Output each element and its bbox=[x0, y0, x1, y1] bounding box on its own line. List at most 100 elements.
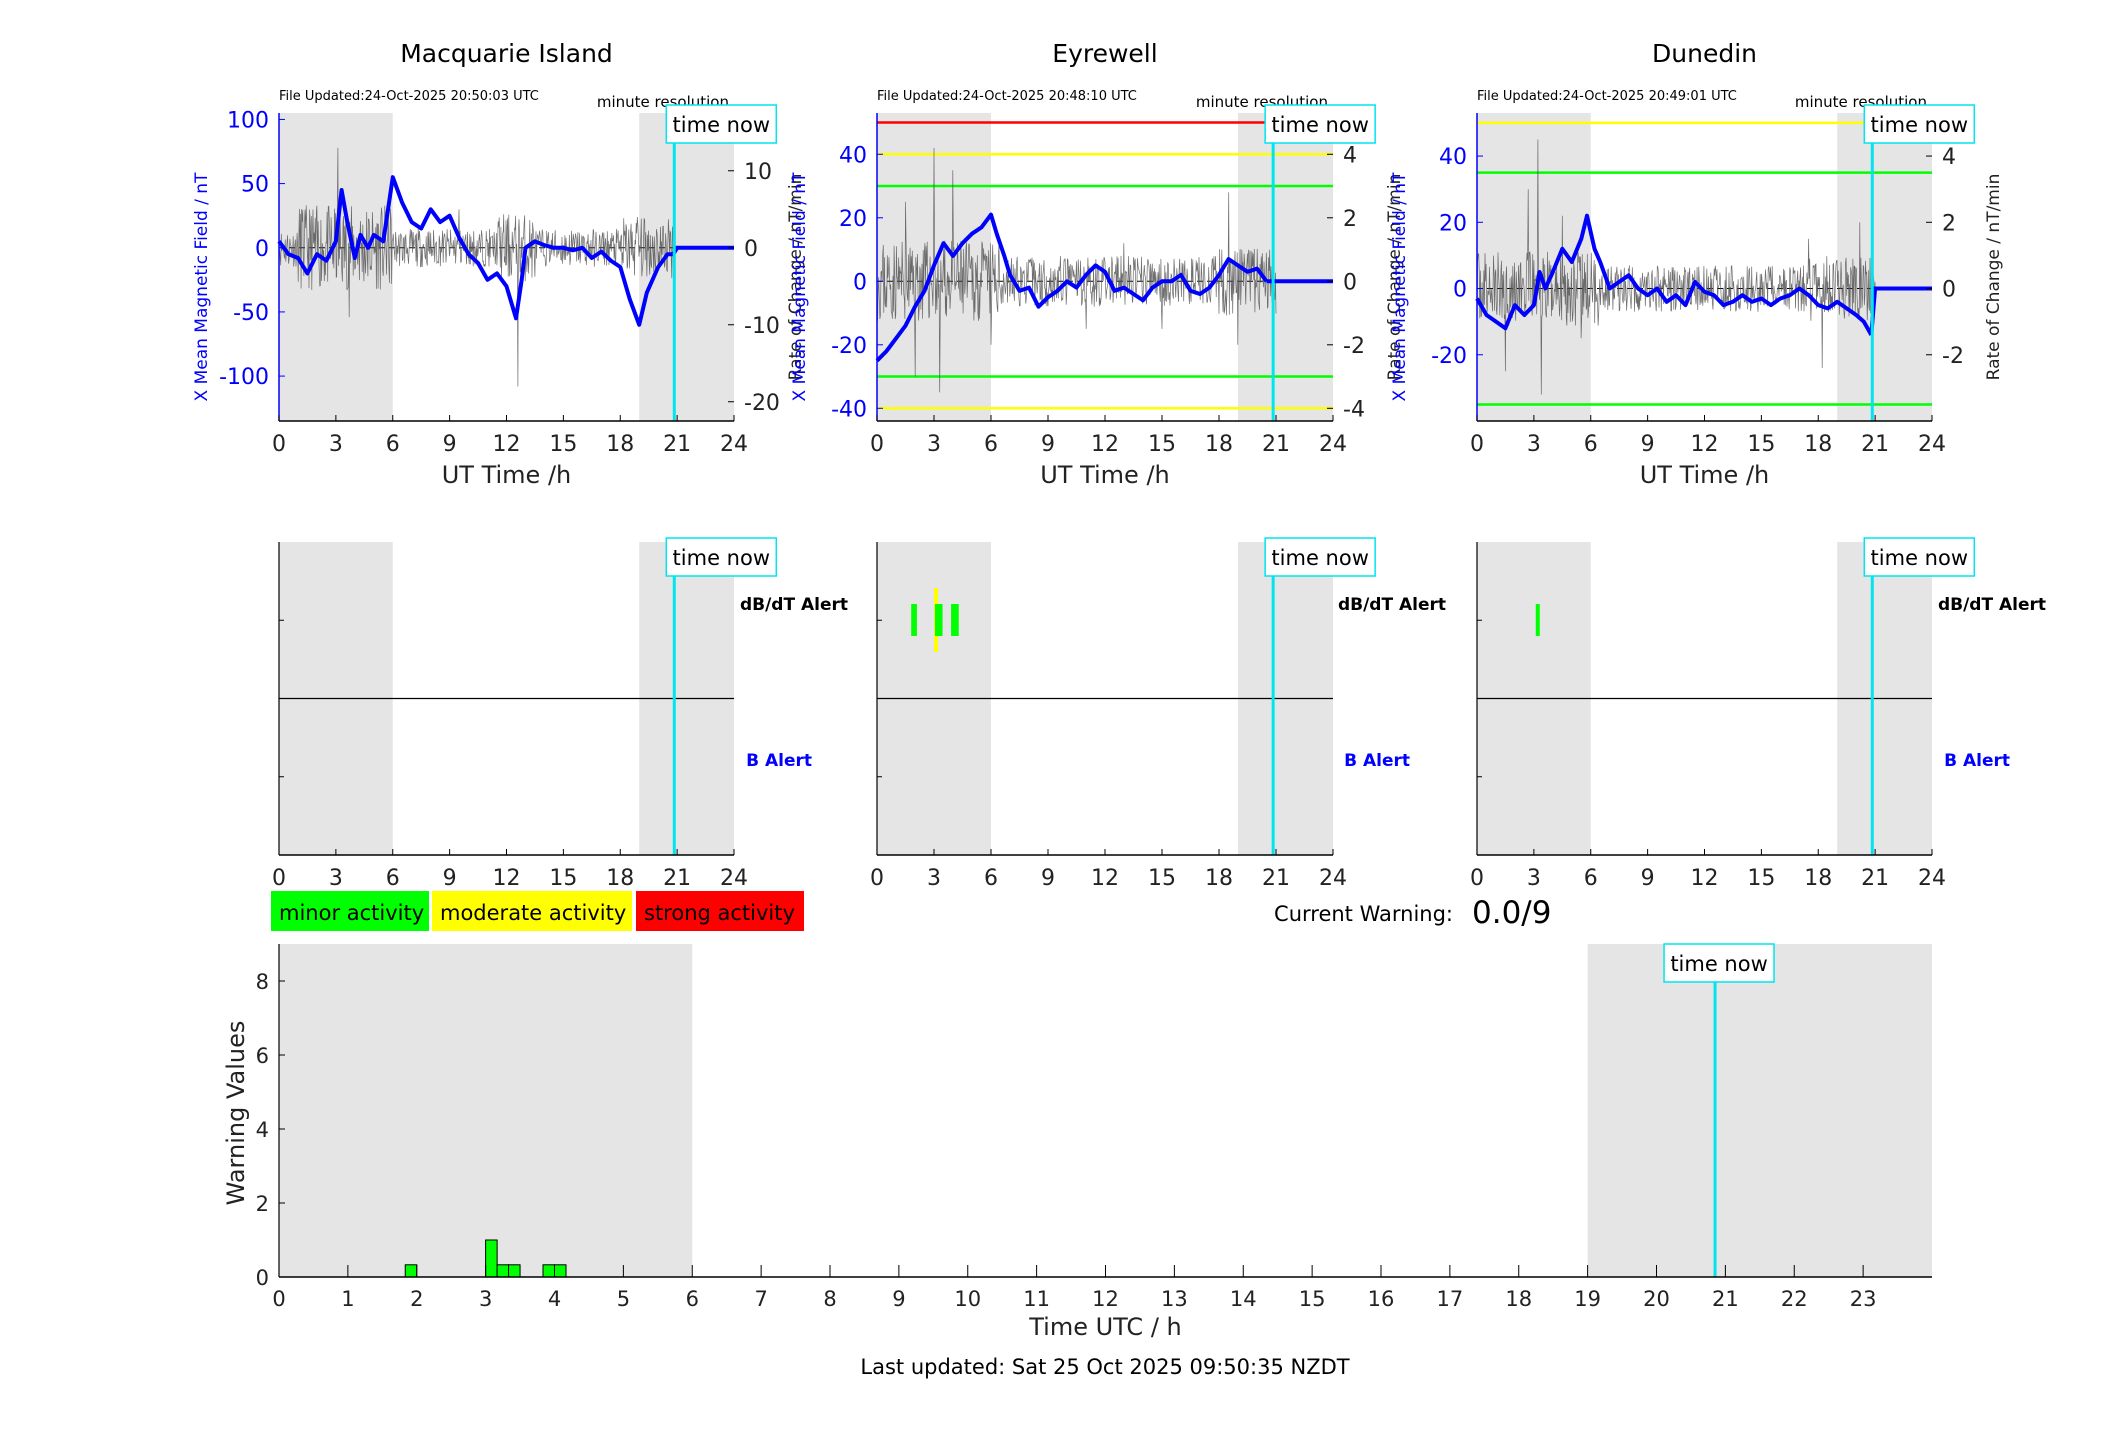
alert-panel-0: 0 3 6 9 12 15 18 21 24 dB/dT Alert B Alert time now bbox=[272, 537, 848, 891]
y-tick-label: 0 bbox=[1453, 278, 1467, 303]
x-tick-label: 15 bbox=[549, 432, 577, 457]
y2-tick-label: -4 bbox=[1343, 397, 1365, 422]
x-tick-label: 21 bbox=[1262, 866, 1290, 891]
panel-title: Macquarie Island bbox=[400, 39, 613, 68]
x-tick-label: 21 bbox=[663, 866, 691, 891]
x-tick-label: 15 bbox=[1747, 432, 1775, 457]
x-tick-label: 2 bbox=[410, 1287, 423, 1311]
y2-tick-label: -20 bbox=[744, 391, 780, 416]
file-updated: File Updated:24-Oct-2025 20:50:03 UTC bbox=[279, 89, 539, 104]
x-tick-label: 7 bbox=[754, 1287, 767, 1311]
warning-bar bbox=[508, 1264, 521, 1278]
x-tick-label: 3 bbox=[927, 432, 941, 457]
time-now-label: time now bbox=[1670, 952, 1767, 976]
x-tick-label: 6 bbox=[1584, 866, 1598, 891]
file-updated: File Updated:24-Oct-2025 20:48:10 UTC bbox=[877, 89, 1137, 104]
y2-tick-label: 0 bbox=[1942, 278, 1956, 303]
legend-swatch-0 bbox=[271, 891, 429, 931]
y-tick-label: -20 bbox=[831, 334, 867, 359]
x-axis-label: UT Time /h bbox=[1640, 461, 1770, 489]
x-tick-label: 6 bbox=[1584, 432, 1598, 457]
time-now-label-box bbox=[1863, 104, 1976, 144]
time-now-label: time now bbox=[1271, 546, 1368, 570]
legend-label-1: moderate activity bbox=[440, 901, 626, 925]
time-now-label-box bbox=[1264, 537, 1376, 577]
y-tick-label: 6 bbox=[256, 1044, 269, 1068]
x-tick-label: 3 bbox=[329, 432, 343, 457]
dbdt-alert-bar bbox=[936, 604, 943, 636]
x-tick-label: 6 bbox=[686, 1287, 699, 1311]
alert-panel-2: 0 3 6 9 12 15 18 21 24 dB/dT Alert B Alert time now bbox=[1470, 537, 2046, 891]
x-tick-label: 21 bbox=[1861, 866, 1889, 891]
y2-tick-label: -10 bbox=[744, 314, 780, 339]
x-tick-label: 24 bbox=[1918, 432, 1946, 457]
y2-tick-label: 4 bbox=[1942, 145, 1956, 170]
y-tick-label: 8 bbox=[256, 970, 269, 994]
x-tick-label: 3 bbox=[1527, 866, 1541, 891]
warning-bar bbox=[404, 1264, 418, 1278]
x-tick-label: 12 bbox=[1091, 866, 1119, 891]
y-tick-label: 20 bbox=[839, 207, 867, 232]
footer-last-updated: Last updated: Sat 25 Oct 2025 09:50:35 N… bbox=[860, 1355, 1349, 1379]
x-tick-label: 5 bbox=[617, 1287, 630, 1311]
y2-tick-label: 10 bbox=[744, 160, 772, 185]
x-tick-label: 9 bbox=[1041, 432, 1055, 457]
night-shade bbox=[1587, 944, 1932, 1277]
time-now-label-box bbox=[665, 537, 778, 577]
x-axis-label: UT Time /h bbox=[442, 461, 572, 489]
y2-tick-label: -2 bbox=[1343, 334, 1365, 359]
file-updated: File Updated:24-Oct-2025 20:49:01 UTC bbox=[1477, 89, 1737, 104]
x-tick-label: 18 bbox=[1205, 866, 1233, 891]
x-tick-label: 19 bbox=[1574, 1287, 1601, 1311]
x-tick-label: 9 bbox=[443, 866, 457, 891]
y2-axis-label: Rate of Change / nT/min bbox=[786, 174, 806, 381]
y-tick-label: -40 bbox=[831, 397, 867, 422]
x-tick-label: 15 bbox=[549, 866, 577, 891]
x-tick-label: 3 bbox=[927, 866, 941, 891]
x-tick-label: 16 bbox=[1368, 1287, 1395, 1311]
x-tick-label: 15 bbox=[1747, 866, 1775, 891]
x-tick-label: 18 bbox=[606, 432, 634, 457]
x-tick-label: 0 bbox=[272, 432, 286, 457]
x-tick-label: 24 bbox=[720, 866, 748, 891]
x-tick-label: 3 bbox=[329, 866, 343, 891]
y-tick-label: -100 bbox=[219, 365, 269, 390]
x-tick-label: 6 bbox=[386, 866, 400, 891]
y-tick-label: -20 bbox=[1431, 344, 1467, 369]
x-tick-label: 3 bbox=[479, 1287, 492, 1311]
magnetometer-panel-0: 0 3 6 9 12 15 18 21 24-100-50050100-20-10010Macq… bbox=[192, 39, 806, 489]
x-tick-label: 6 bbox=[984, 866, 998, 891]
warning-bar bbox=[554, 1264, 567, 1278]
x-tick-label: 21 bbox=[1861, 432, 1889, 457]
x-tick-label: 0 bbox=[272, 866, 286, 891]
field-trace bbox=[875, 212, 1269, 363]
legend-label-0: minor activity bbox=[279, 901, 424, 925]
x-tick-label: 15 bbox=[1148, 866, 1176, 891]
y-tick-label: -50 bbox=[233, 301, 269, 326]
x-tick-label: 12 bbox=[1091, 432, 1119, 457]
x-tick-label: 21 bbox=[1262, 432, 1290, 457]
x-tick-label: 23 bbox=[1850, 1287, 1877, 1311]
y-axis-label: X Mean Magnetic Field / nT bbox=[192, 172, 212, 402]
x-tick-label: 18 bbox=[1205, 432, 1233, 457]
y-tick-label: 0 bbox=[853, 270, 867, 295]
x-tick-label: 20 bbox=[1643, 1287, 1670, 1311]
y2-tick-label: 0 bbox=[1343, 270, 1357, 295]
x-tick-label: 12 bbox=[493, 866, 521, 891]
x-tick-label: 8 bbox=[823, 1287, 836, 1311]
x-tick-label: 24 bbox=[1319, 432, 1347, 457]
x-tick-label: 24 bbox=[720, 432, 748, 457]
panel-title: Dunedin bbox=[1652, 39, 1757, 68]
current-warning-label: Current Warning: bbox=[1274, 902, 1453, 926]
x-tick-label: 6 bbox=[386, 432, 400, 457]
x-tick-label: 21 bbox=[663, 432, 691, 457]
x-tick-label: 0 bbox=[1470, 432, 1484, 457]
x-tick-label: 0 bbox=[870, 432, 884, 457]
x-tick-label: 15 bbox=[1299, 1287, 1326, 1311]
y2-tick-label: 0 bbox=[744, 237, 758, 262]
x-tick-label: 12 bbox=[1691, 432, 1719, 457]
x-tick-label: 9 bbox=[1641, 432, 1655, 457]
y-tick-label: 4 bbox=[256, 1118, 269, 1142]
x-axis-label: UT Time /h bbox=[1040, 461, 1170, 489]
